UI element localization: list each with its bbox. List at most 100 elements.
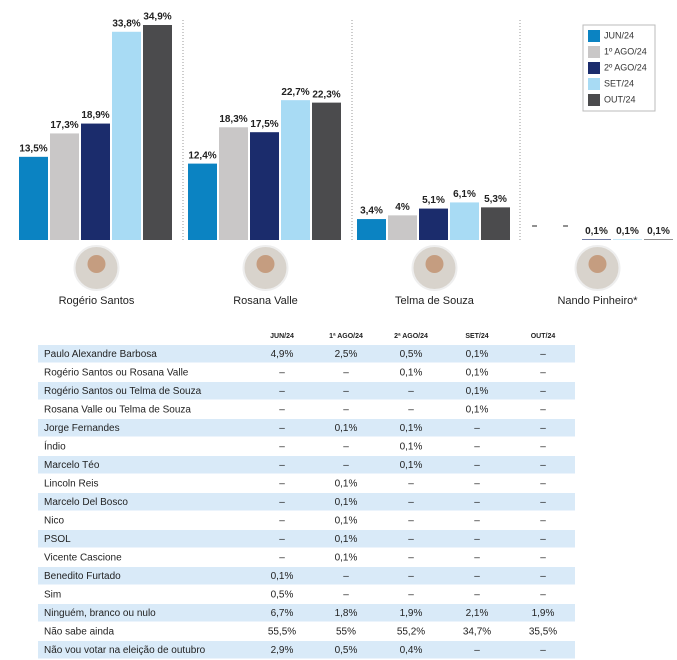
bar	[450, 202, 479, 240]
cell: 0,1%	[400, 460, 423, 471]
legend-swatch	[588, 62, 600, 74]
value-label: 13,5%	[19, 143, 47, 154]
cell: –	[540, 423, 546, 434]
legend-label: OUT/24	[604, 94, 636, 104]
cell: –	[540, 589, 546, 600]
cell: –	[540, 515, 546, 526]
cell: 0,5%	[400, 349, 423, 360]
bar	[188, 164, 217, 240]
cell: 0,1%	[400, 423, 423, 434]
cell: –	[408, 386, 414, 397]
legend-swatch	[588, 46, 600, 58]
value-label: 5,1%	[422, 195, 445, 206]
bar	[143, 25, 172, 240]
candidate-name: Rosana Valle	[233, 295, 298, 307]
cell: 0,4%	[400, 645, 423, 656]
cell: 0,1%	[271, 571, 294, 582]
cell: –	[540, 441, 546, 452]
value-label: 17,5%	[250, 119, 278, 130]
bar	[112, 32, 141, 240]
row-label: Marcelo Del Bosco	[44, 497, 128, 508]
value-label: 0,1%	[647, 226, 670, 237]
row-label: Rosana Valle ou Telma de Souza	[44, 404, 191, 415]
cell: –	[279, 552, 285, 563]
cell: –	[343, 460, 349, 471]
cell: –	[279, 367, 285, 378]
row-label: Não vou votar na eleição de outubro	[44, 645, 206, 656]
cell: –	[279, 441, 285, 452]
cell: –	[540, 552, 546, 563]
row-label: Vicente Cascione	[44, 552, 122, 563]
legend-label: SET/24	[604, 78, 634, 88]
bar	[481, 207, 510, 240]
value-label: 18,3%	[219, 114, 247, 125]
cell: –	[279, 478, 285, 489]
candidate-name: Rogério Santos	[59, 295, 135, 307]
value-label: 34,9%	[143, 12, 171, 23]
cell: –	[540, 478, 546, 489]
cell: –	[343, 589, 349, 600]
cell: –	[279, 497, 285, 508]
cell: 0,1%	[400, 441, 423, 452]
cell: 0,1%	[466, 386, 489, 397]
cell: –	[540, 497, 546, 508]
cell: –	[408, 497, 414, 508]
cell: 0,1%	[335, 534, 358, 545]
legend-swatch	[588, 94, 600, 106]
table-header: 2ª AGO/24	[394, 333, 428, 340]
cell: –	[474, 441, 480, 452]
cell: –	[408, 571, 414, 582]
cell: 55%	[336, 626, 356, 637]
cell: 0,1%	[335, 423, 358, 434]
value-label: 22,7%	[281, 87, 309, 98]
bar	[250, 132, 279, 240]
cell: 0,1%	[400, 367, 423, 378]
row-label: Índio	[44, 439, 66, 452]
cell: 34,7%	[463, 626, 491, 637]
cell: 0,5%	[335, 645, 358, 656]
cell: –	[279, 423, 285, 434]
value-label: 17,3%	[50, 120, 78, 131]
row-label: Marcelo Téo	[44, 460, 100, 471]
bar	[613, 239, 642, 240]
cell: –	[540, 349, 546, 360]
page: 13,5%17,3%18,9%33,8%34,9%Rogério Santos1…	[0, 0, 677, 660]
cell: –	[408, 534, 414, 545]
row-label: Sim	[44, 589, 61, 600]
cell: 55,2%	[397, 626, 425, 637]
value-label: –	[563, 221, 569, 232]
cell: –	[343, 441, 349, 452]
cell: –	[343, 404, 349, 415]
cell: –	[474, 589, 480, 600]
cell: –	[474, 515, 480, 526]
cell: –	[474, 645, 480, 656]
row-label: PSOL	[44, 534, 71, 545]
photo-face	[426, 255, 444, 273]
bar	[357, 219, 386, 240]
cell: –	[279, 404, 285, 415]
candidate-name: Nando Pinheiro*	[557, 295, 638, 307]
cell: 0,1%	[466, 367, 489, 378]
bar	[81, 124, 110, 240]
bar	[644, 239, 673, 240]
table-header: 1ª AGO/24	[329, 333, 363, 340]
candidate-name: Telma de Souza	[395, 295, 475, 307]
row-label: Nico	[44, 515, 64, 526]
value-label: 5,3%	[484, 194, 507, 205]
value-label: 0,1%	[585, 226, 608, 237]
bar	[219, 127, 248, 240]
cell: –	[408, 589, 414, 600]
bar	[19, 157, 48, 240]
cell: –	[540, 386, 546, 397]
cell: 2,9%	[271, 645, 294, 656]
value-label: 18,9%	[81, 110, 109, 121]
cell: –	[474, 460, 480, 471]
legend-swatch	[588, 30, 600, 42]
row-label: Rogério Santos ou Rosana Valle	[44, 367, 189, 378]
photo-face	[257, 255, 275, 273]
cell: 0,1%	[335, 552, 358, 563]
row-label: Não sabe ainda	[44, 626, 114, 637]
cell: 2,5%	[335, 349, 358, 360]
bar	[312, 103, 341, 240]
value-label: 22,3%	[312, 89, 340, 100]
